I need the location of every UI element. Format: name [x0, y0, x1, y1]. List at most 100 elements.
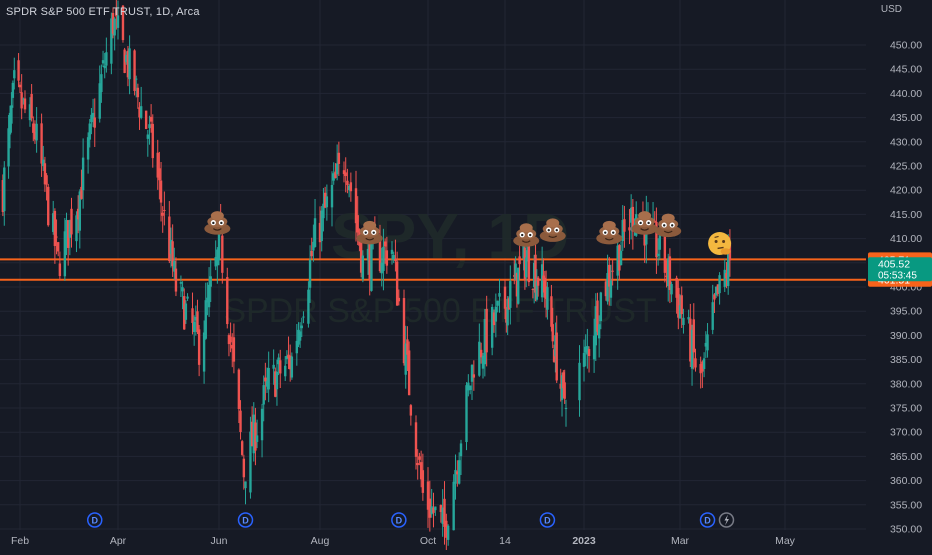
candle-body — [325, 196, 329, 208]
candle-body — [368, 241, 371, 281]
candle-body — [550, 296, 553, 327]
candle-body — [337, 152, 341, 164]
candle-body — [560, 375, 564, 400]
candle-body — [439, 505, 443, 513]
candle-body — [308, 259, 312, 288]
candle-body — [65, 219, 68, 238]
candle-body — [608, 264, 611, 287]
candle-body — [692, 319, 695, 353]
dividend-marker — [237, 512, 254, 528]
annotations — [204, 211, 732, 255]
mouth — [365, 237, 375, 241]
candle-body — [135, 78, 138, 80]
poop-emoji — [204, 211, 231, 235]
candle-body — [181, 287, 184, 292]
candle-body — [702, 358, 706, 369]
candle-body — [139, 106, 143, 118]
candle-body — [366, 248, 370, 261]
candle-body — [149, 116, 153, 122]
poop-top — [363, 220, 377, 230]
candle-body — [313, 218, 317, 247]
candle-body — [302, 316, 305, 318]
candle-body — [611, 270, 614, 272]
currency-label[interactable]: USD — [880, 4, 902, 15]
candle-body — [58, 263, 62, 277]
candle-body — [532, 262, 536, 287]
candle-body — [267, 367, 270, 390]
candle-body — [704, 342, 708, 347]
candle-body — [518, 256, 521, 265]
candle-body — [467, 382, 470, 391]
candle-body — [249, 431, 252, 493]
candle-body — [514, 263, 517, 280]
candle-body — [98, 83, 101, 119]
pupil — [647, 221, 650, 225]
candle-body — [265, 381, 269, 387]
candle-body — [382, 246, 385, 271]
time-scale[interactable]: Feb Apr Jun Aug Oct 14 2023 Mar May — [11, 535, 796, 547]
candle-body — [194, 316, 198, 321]
candle-body — [465, 385, 468, 443]
eye — [722, 239, 726, 243]
candle-body — [714, 286, 718, 296]
candle-body — [395, 261, 399, 306]
candle-body — [706, 334, 709, 351]
candle-body — [522, 244, 525, 259]
candle-body — [250, 421, 254, 447]
last-price-badge — [868, 257, 932, 282]
candle-body — [490, 307, 494, 348]
candle-body — [483, 318, 487, 365]
dividend-marker — [391, 512, 407, 528]
candle-body — [53, 210, 57, 246]
price-tick-label: 410.00 — [890, 233, 922, 245]
price-tick-label: 370.00 — [890, 427, 922, 439]
candle-body — [597, 324, 601, 339]
candle-body — [330, 184, 334, 208]
pupil — [364, 231, 367, 234]
pupil — [555, 229, 558, 232]
price-tick-label: 450.00 — [890, 40, 922, 52]
candle-body — [505, 307, 508, 323]
candle-body — [260, 408, 264, 441]
candle-body — [402, 298, 406, 364]
candle-body — [204, 300, 207, 339]
dividend-marker-label: D — [704, 516, 711, 526]
candle-body — [378, 239, 382, 272]
candle-body — [426, 481, 430, 510]
pupil — [612, 231, 615, 234]
candle-body — [468, 385, 472, 390]
candle-body — [163, 209, 166, 211]
candle-body — [88, 123, 91, 140]
price-scale[interactable]: 450.00 445.00 440.00 435.00 430.00 425.00 420.… — [868, 40, 932, 536]
candle-body — [217, 231, 221, 261]
candle-body — [334, 171, 337, 179]
candle-body — [105, 52, 108, 66]
candle-body — [525, 257, 528, 278]
candle-body — [3, 167, 6, 212]
candle-body — [335, 163, 339, 175]
candle-body — [183, 296, 186, 330]
candle-body — [285, 355, 289, 360]
candle-body — [517, 267, 520, 304]
candle-body — [509, 281, 512, 308]
candle-body — [111, 13, 115, 34]
candle-body — [332, 173, 335, 181]
candle-body — [90, 114, 93, 123]
candle-body — [470, 364, 474, 382]
candle-body — [677, 287, 680, 318]
pupil — [639, 221, 642, 225]
symbol-title[interactable]: SPDR S&P 500 ETF TRUST, 1D, Arca — [6, 6, 200, 18]
price-tick-label: 395.00 — [890, 306, 922, 318]
candle-body — [33, 132, 37, 140]
horizontal-levels — [0, 258, 866, 281]
candle-body — [619, 250, 623, 266]
candle-body — [232, 337, 236, 362]
candle-body — [70, 208, 73, 235]
candle-body — [197, 329, 201, 365]
candle-body — [91, 112, 95, 119]
candle-body — [115, 8, 118, 17]
mouth — [663, 230, 673, 234]
candle-body — [432, 507, 435, 513]
